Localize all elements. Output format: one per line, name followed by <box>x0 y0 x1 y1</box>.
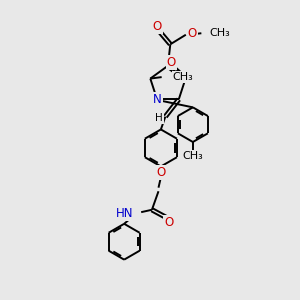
Text: H: H <box>155 113 163 123</box>
Text: O: O <box>164 216 174 229</box>
Text: CH₃: CH₃ <box>210 28 230 38</box>
Text: O: O <box>167 56 176 69</box>
Text: CH₃: CH₃ <box>182 151 203 161</box>
Text: O: O <box>153 20 162 33</box>
Text: N: N <box>153 93 162 106</box>
Text: O: O <box>156 166 166 179</box>
Text: O: O <box>188 27 197 40</box>
Text: HN: HN <box>116 208 133 220</box>
Text: CH₃: CH₃ <box>172 72 193 82</box>
